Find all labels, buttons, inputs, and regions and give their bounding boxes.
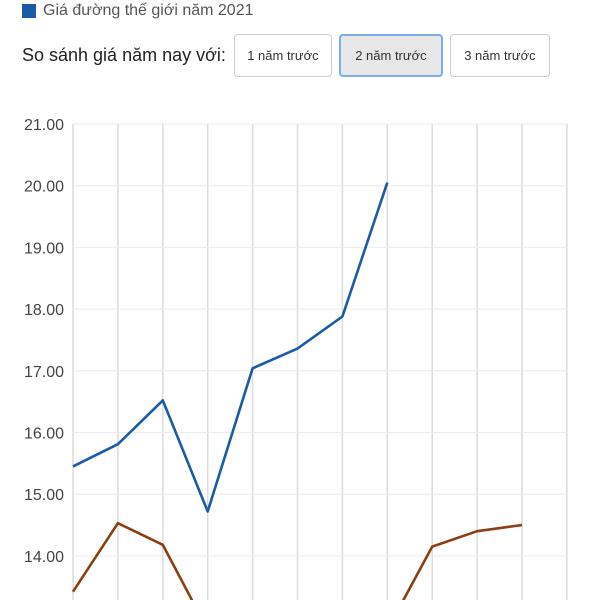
y-tick-label: 17.00 xyxy=(24,364,64,381)
compare-control: So sánh giá năm nay với: 1 năm trước 2 n… xyxy=(22,34,557,77)
chart-legend: Giá đường thế giới năm 2021 xyxy=(22,2,253,20)
compare-label: So sánh giá năm nay với: xyxy=(22,45,226,65)
compare-1-year-button[interactable]: 1 năm trước xyxy=(233,34,332,77)
series-line-1 xyxy=(72,182,389,513)
y-tick-label: 16.00 xyxy=(24,426,64,443)
y-tick-label: 19.00 xyxy=(24,240,64,257)
compare-3-years-button[interactable]: 3 năm trước xyxy=(449,34,550,77)
legend-label: Giá đường thế giới năm 2021 xyxy=(43,2,254,19)
series-line-2 xyxy=(71,521,523,600)
y-tick-label: 14.00 xyxy=(24,549,64,566)
compare-2-years-button[interactable]: 2 năm trước xyxy=(338,34,443,77)
y-tick-label: 18.00 xyxy=(24,302,64,319)
y-tick-label: 21.00 xyxy=(24,117,64,134)
y-tick-label: 15.00 xyxy=(24,487,64,504)
y-tick-label: 20.00 xyxy=(24,179,64,196)
legend-swatch xyxy=(22,4,36,18)
